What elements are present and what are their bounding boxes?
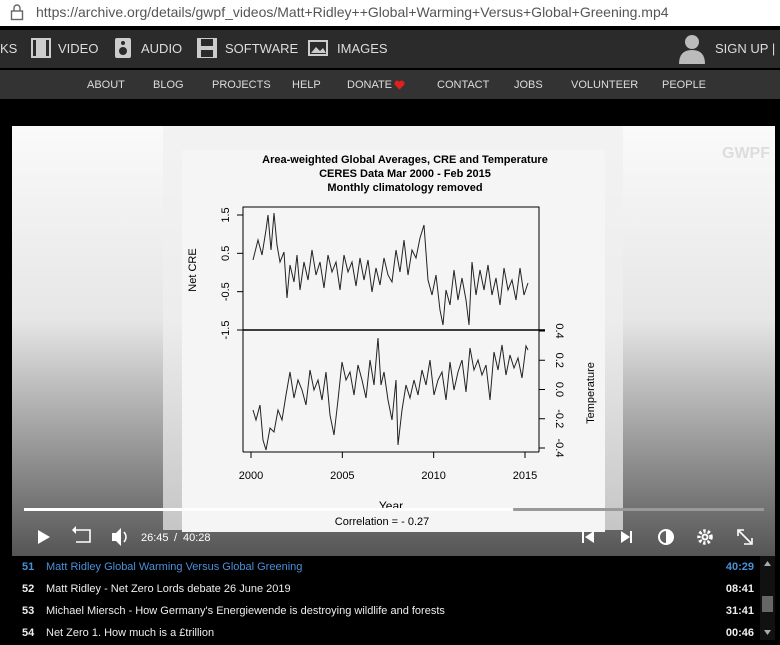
top-nav: KS VIDEO AUDIO SOFTWARE IMAGES SIGN UP | bbox=[0, 30, 780, 68]
nav-link[interactable]: HELP bbox=[292, 79, 321, 91]
heart-icon bbox=[394, 80, 405, 90]
item-number[interactable]: 54 bbox=[22, 627, 35, 639]
slide-paper bbox=[182, 150, 605, 532]
y-tick-label: 1.5 bbox=[220, 207, 232, 222]
playlist: 51 Matt Ridley Global Warming Versus Glob… bbox=[12, 556, 757, 640]
settings-button[interactable] bbox=[697, 529, 713, 545]
nav-link[interactable]: PEOPLE bbox=[662, 79, 707, 91]
user-icon bbox=[679, 35, 705, 64]
x-tick-label: 2005 bbox=[330, 470, 354, 482]
item-title[interactable]: Matt Ridley - Net Zero Lords debate 26 J… bbox=[46, 583, 291, 595]
nav-item[interactable]: KS bbox=[0, 41, 18, 56]
nav-item[interactable]: AUDIO bbox=[141, 41, 183, 56]
y-tick-label: -0.4 bbox=[553, 439, 565, 458]
nav-link[interactable]: VOLUNTEER bbox=[571, 79, 639, 91]
nav-link[interactable]: BLOG bbox=[153, 79, 184, 91]
fullscreen-button[interactable] bbox=[737, 529, 753, 545]
temperature-trace bbox=[252, 337, 529, 451]
y-tick-label: 0.4 bbox=[553, 323, 565, 338]
volume-button[interactable] bbox=[112, 528, 127, 546]
scrollbar[interactable] bbox=[760, 556, 775, 640]
url[interactable]: https://archive.org/details/gwpf_videos/… bbox=[36, 4, 669, 20]
item-number[interactable]: 52 bbox=[22, 583, 35, 595]
x-tick-label: 2000 bbox=[239, 470, 263, 482]
images-icon bbox=[308, 40, 328, 56]
nav-item[interactable]: SOFTWARE bbox=[225, 41, 299, 56]
item-title[interactable]: Michael Miersch - How Germany's Energiew… bbox=[46, 605, 445, 617]
y-tick-label: 0.5 bbox=[220, 246, 232, 261]
item-title[interactable]: Matt Ridley Global Warming Versus Global… bbox=[46, 561, 303, 573]
item-number[interactable]: 51 bbox=[22, 561, 35, 573]
time-separator: / bbox=[174, 532, 178, 544]
slide: Area-weighted Global Averages, CRE and T… bbox=[163, 126, 623, 532]
audio-icon bbox=[115, 38, 131, 58]
slide-footer: Correlation = - 0.27 bbox=[335, 516, 429, 528]
y-tick-label: -1.5 bbox=[220, 321, 232, 340]
duration: 40:28 bbox=[183, 532, 211, 544]
software-icon bbox=[197, 38, 217, 58]
y-tick-label: -0.5 bbox=[220, 282, 232, 301]
play-button[interactable] bbox=[38, 530, 50, 544]
x-tick-label: 2010 bbox=[421, 470, 445, 482]
cre-trace bbox=[252, 212, 529, 326]
video-icon bbox=[31, 38, 51, 58]
video-player[interactable]: Area-weighted Global Averages, CRE and T… bbox=[12, 126, 775, 556]
y-tick-label: -0.2 bbox=[553, 409, 565, 428]
progress-fill bbox=[24, 508, 514, 511]
current-time: 26:45 bbox=[141, 532, 169, 544]
nav-link[interactable]: CONTACT bbox=[437, 79, 490, 91]
nav-item[interactable]: VIDEO bbox=[58, 41, 99, 56]
nav-item[interactable]: IMAGES bbox=[337, 41, 388, 56]
slide-title: Monthly climatology removed bbox=[327, 182, 482, 194]
y-axis-label: Net CRE bbox=[187, 248, 199, 291]
sign-up[interactable]: SIGN UP | bbox=[715, 41, 776, 56]
slide-title: CERES Data Mar 2000 - Feb 2015 bbox=[319, 168, 491, 180]
item-duration[interactable]: 08:41 bbox=[725, 583, 754, 595]
nav-link[interactable]: PROJECTS bbox=[212, 79, 271, 91]
theater-button[interactable] bbox=[658, 529, 674, 545]
slide-title: Area-weighted Global Averages, CRE and T… bbox=[262, 154, 548, 166]
item-duration[interactable]: 31:41 bbox=[725, 605, 754, 617]
rewind-button[interactable] bbox=[72, 526, 91, 543]
y-tick-label: 0.2 bbox=[553, 353, 565, 368]
lock-icon bbox=[10, 4, 24, 21]
item-duration[interactable]: 40:29 bbox=[725, 561, 754, 573]
previous-button[interactable] bbox=[582, 531, 594, 543]
nav-link[interactable]: DONATE bbox=[347, 79, 393, 91]
nav-link[interactable]: JOBS bbox=[514, 79, 543, 91]
next-button[interactable] bbox=[621, 531, 632, 543]
scrollbar-arrows bbox=[762, 561, 773, 635]
item-title[interactable]: Net Zero 1. How much is a £trillion bbox=[46, 627, 215, 639]
nav-link[interactable]: ABOUT bbox=[87, 79, 125, 91]
item-duration[interactable]: 00:46 bbox=[725, 627, 754, 639]
watermark: GWPF bbox=[722, 145, 770, 162]
y-axis-label: Temperature bbox=[585, 362, 597, 424]
sub-nav: ABOUT BLOG PROJECTS HELP DONATE CONTACT … bbox=[0, 70, 780, 99]
y-tick-label: 0.0 bbox=[553, 382, 565, 397]
item-number[interactable]: 53 bbox=[22, 605, 35, 617]
address-bar: https://archive.org/details/gwpf_videos/… bbox=[0, 0, 780, 26]
x-tick-label: 2015 bbox=[513, 470, 537, 482]
